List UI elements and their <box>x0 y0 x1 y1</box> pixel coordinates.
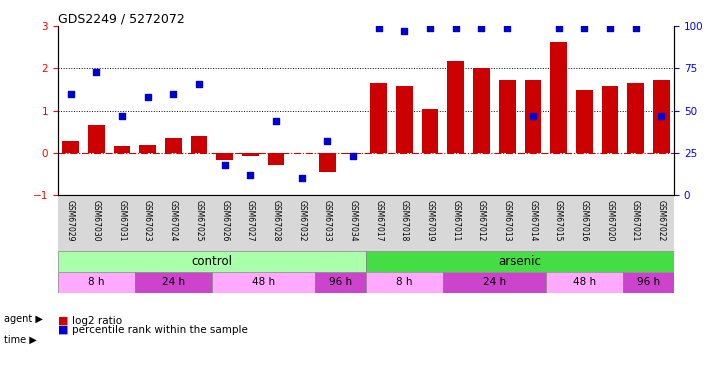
Bar <box>62 141 79 153</box>
Point <box>501 25 513 31</box>
Bar <box>371 83 387 153</box>
Bar <box>319 153 336 172</box>
Text: 48 h: 48 h <box>572 277 596 287</box>
Bar <box>267 153 284 165</box>
Point <box>142 94 154 100</box>
Text: log2 ratio: log2 ratio <box>72 316 123 326</box>
Point <box>116 112 128 118</box>
Text: GSM67023: GSM67023 <box>143 200 152 241</box>
Text: GSM67020: GSM67020 <box>606 200 614 241</box>
Point <box>604 25 616 31</box>
Bar <box>546 272 623 292</box>
Text: GSM67019: GSM67019 <box>425 200 435 241</box>
Bar <box>550 42 567 153</box>
Bar <box>190 136 208 153</box>
Text: percentile rank within the sample: percentile rank within the sample <box>72 325 248 335</box>
Text: ■: ■ <box>58 325 68 335</box>
Text: GSM67027: GSM67027 <box>246 200 255 241</box>
Text: GSM67016: GSM67016 <box>580 200 589 241</box>
Text: GSM67034: GSM67034 <box>348 200 358 241</box>
Text: control: control <box>191 255 232 268</box>
Bar <box>242 153 259 156</box>
Bar <box>422 108 438 153</box>
Text: GSM67015: GSM67015 <box>554 200 563 241</box>
Bar <box>473 68 490 153</box>
Point <box>322 138 333 144</box>
Bar <box>623 272 674 292</box>
Text: ■: ■ <box>58 316 68 326</box>
Text: GSM67012: GSM67012 <box>477 200 486 241</box>
Bar <box>113 147 131 153</box>
Text: GSM67028: GSM67028 <box>272 200 280 241</box>
Bar <box>165 138 182 153</box>
Bar <box>88 125 105 153</box>
Text: time ▶: time ▶ <box>4 334 36 344</box>
Point <box>578 25 590 31</box>
Bar <box>135 272 212 292</box>
Text: 8 h: 8 h <box>396 277 412 287</box>
Text: arsenic: arsenic <box>499 255 541 268</box>
Text: GSM67032: GSM67032 <box>297 200 306 241</box>
Text: GSM67013: GSM67013 <box>503 200 512 241</box>
Text: 96 h: 96 h <box>329 277 352 287</box>
Point <box>193 81 205 87</box>
Point <box>655 112 667 118</box>
Text: 96 h: 96 h <box>637 277 660 287</box>
Point <box>373 25 384 31</box>
Bar <box>653 80 670 153</box>
Point <box>476 25 487 31</box>
Bar <box>139 145 156 153</box>
Bar <box>216 153 233 160</box>
Text: 24 h: 24 h <box>483 277 506 287</box>
Text: GSM67011: GSM67011 <box>451 200 460 241</box>
Bar <box>212 272 314 292</box>
Text: GSM67030: GSM67030 <box>92 200 101 241</box>
Bar <box>345 153 361 154</box>
Point <box>244 172 256 178</box>
Text: GSM67029: GSM67029 <box>66 200 75 241</box>
Point <box>90 69 102 75</box>
Bar <box>601 86 619 153</box>
Bar <box>58 272 135 292</box>
Point <box>296 175 307 181</box>
Text: agent ▶: agent ▶ <box>4 315 43 324</box>
Bar <box>524 80 541 153</box>
Point <box>553 25 565 31</box>
Bar <box>499 80 516 153</box>
Point <box>65 91 76 97</box>
Text: 8 h: 8 h <box>88 277 105 287</box>
Bar <box>366 272 443 292</box>
Bar <box>576 90 593 153</box>
Bar <box>627 83 644 153</box>
Text: GSM67018: GSM67018 <box>400 200 409 241</box>
Text: GDS2249 / 5272072: GDS2249 / 5272072 <box>58 12 185 25</box>
Text: GSM67024: GSM67024 <box>169 200 178 241</box>
Point <box>450 25 461 31</box>
Text: GSM67033: GSM67033 <box>323 200 332 241</box>
Bar <box>396 86 413 153</box>
Bar <box>443 272 546 292</box>
Point <box>630 25 642 31</box>
Text: GSM67014: GSM67014 <box>528 200 537 241</box>
Point <box>399 28 410 34</box>
Text: GSM67031: GSM67031 <box>118 200 126 241</box>
Text: GSM67021: GSM67021 <box>631 200 640 241</box>
Point <box>527 112 539 118</box>
Bar <box>314 272 366 292</box>
Point <box>425 25 436 31</box>
Text: 48 h: 48 h <box>252 277 275 287</box>
Point <box>348 153 359 159</box>
Point <box>219 162 231 168</box>
Text: GSM67022: GSM67022 <box>657 200 665 241</box>
Text: 24 h: 24 h <box>162 277 185 287</box>
Bar <box>58 251 366 272</box>
Text: GSM67025: GSM67025 <box>195 200 203 241</box>
Point <box>270 118 282 124</box>
Point <box>167 91 179 97</box>
Text: GSM67026: GSM67026 <box>220 200 229 241</box>
Bar <box>448 61 464 153</box>
Text: GSM67017: GSM67017 <box>374 200 384 241</box>
Bar <box>366 251 674 272</box>
